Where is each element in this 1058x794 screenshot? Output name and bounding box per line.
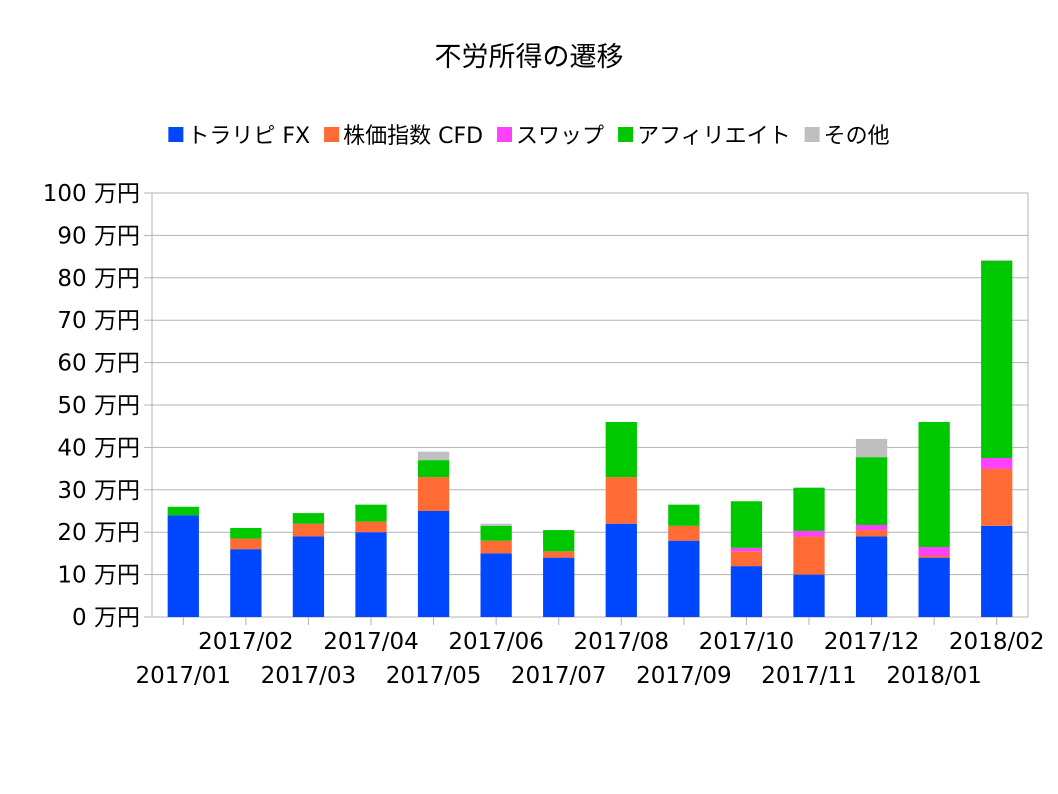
bar-segment <box>417 451 450 461</box>
bar-segment <box>981 260 1013 458</box>
legend-label: 株価指数 CFD <box>343 124 483 149</box>
bar-segment <box>355 532 387 617</box>
bar-segment <box>855 524 888 531</box>
bar-segment <box>230 527 262 539</box>
bar-segment <box>855 536 888 617</box>
y-tick-label: 0 万円 <box>72 605 140 631</box>
y-tick-label: 50 万円 <box>57 393 140 419</box>
bar-segment <box>981 458 1013 469</box>
y-tick-label: 80 万円 <box>57 266 140 292</box>
bar-segment <box>793 530 825 537</box>
bar-segment <box>355 521 387 533</box>
bar-segment <box>543 530 575 552</box>
bar-segment <box>668 540 700 617</box>
x-tick-label: 2017/09 <box>636 663 732 689</box>
bar-segment <box>417 477 450 511</box>
x-tick-label: 2017/06 <box>448 629 544 655</box>
bars <box>167 259 1013 617</box>
bar-segment <box>855 457 888 525</box>
y-tick-label: 70 万円 <box>57 308 140 334</box>
x-tick-label: 2017/10 <box>699 629 795 655</box>
legend-label: トラリピ FX <box>187 124 310 149</box>
bar-segment <box>292 513 325 524</box>
bar-segment <box>668 504 700 526</box>
x-tick-label: 2017/04 <box>323 629 419 655</box>
y-tick-label: 10 万円 <box>57 563 140 589</box>
legend-swatch <box>618 127 634 142</box>
bar-segment <box>918 421 950 548</box>
y-tick-label: 30 万円 <box>57 478 140 504</box>
x-tick-label: 2017/12 <box>824 629 920 655</box>
x-axis: 2017/01 2017/02 2017/03 2017/04 2017/05 2017/… <box>136 617 1045 689</box>
y-tick-label: 90 万円 <box>57 223 140 249</box>
y-axis: 0 万円 10 万円 20 万円 30 万円 40 万円 50 万円 60 万円 70 万円 8… <box>43 181 152 631</box>
bar-segment <box>543 557 575 617</box>
bar-segment <box>855 530 888 537</box>
bar-segment <box>417 511 450 617</box>
bar-segment <box>918 547 950 556</box>
bar-segment <box>230 538 262 550</box>
bar-segment <box>292 536 325 617</box>
legend-swatch <box>497 127 513 142</box>
bar-segment <box>480 525 512 541</box>
bar-segment <box>730 547 763 552</box>
bar-segment <box>793 574 825 617</box>
bar-segment <box>417 460 450 478</box>
y-tick-label: 60 万円 <box>57 351 140 377</box>
bar-segment <box>668 525 700 541</box>
legend-label: その他 <box>824 124 890 149</box>
bar-segment <box>230 549 262 617</box>
x-tick-label: 2017/05 <box>386 663 482 689</box>
bar-segment <box>480 523 512 526</box>
bar-segment <box>480 553 512 617</box>
bar-segment <box>981 259 1013 261</box>
x-tick-label: 2017/07 <box>511 663 607 689</box>
legend-label: スワップ <box>516 124 604 149</box>
x-tick-label: 2017/03 <box>261 663 357 689</box>
x-tick-label: 2017/02 <box>198 629 294 655</box>
bar-segment <box>918 557 950 617</box>
gridlines <box>151 192 1029 618</box>
bar-segment <box>918 555 950 558</box>
bar-segment <box>292 523 325 537</box>
bar-segment <box>605 477 637 524</box>
legend-swatch <box>324 127 340 142</box>
legend-row: トラリピ FX 株価指数 CFD スワップ アフィリエイト その他 <box>168 124 890 149</box>
bar-segment <box>730 551 763 567</box>
y-tick-label: 20 万円 <box>57 520 140 546</box>
x-tick-label: 2017/08 <box>574 629 670 655</box>
legend-swatch <box>804 127 820 142</box>
bar-segment <box>981 525 1013 617</box>
bar-segment <box>543 551 575 558</box>
bar-segment <box>480 540 512 554</box>
x-tick-label: 2017/01 <box>136 663 232 689</box>
x-tick-label: 2018/01 <box>886 663 982 689</box>
bar-segment <box>355 504 387 522</box>
bar-segment <box>167 506 199 516</box>
y-tick-label: 100 万円 <box>43 181 140 207</box>
bar-segment <box>793 536 825 575</box>
bar-segment <box>730 566 763 617</box>
legend-swatch <box>168 127 184 142</box>
bar-segment <box>981 468 1013 526</box>
legend: トラリピ FX 株価指数 CFD スワップ アフィリエイト その他 <box>168 124 890 149</box>
legend-label: アフィリエイト <box>637 124 791 149</box>
x-tick-label: 2018/02 <box>949 629 1045 655</box>
y-tick-label: 40 万円 <box>57 435 140 461</box>
bar-segment <box>730 501 763 548</box>
x-tick-label: 2017/11 <box>761 663 857 689</box>
bar-segment <box>167 515 199 617</box>
bar-segment <box>855 438 888 458</box>
bar-segment <box>605 421 637 478</box>
chart-title: 不労所得の遷移 <box>435 42 624 73</box>
bar-segment <box>793 487 825 531</box>
bar-segment <box>605 523 637 617</box>
